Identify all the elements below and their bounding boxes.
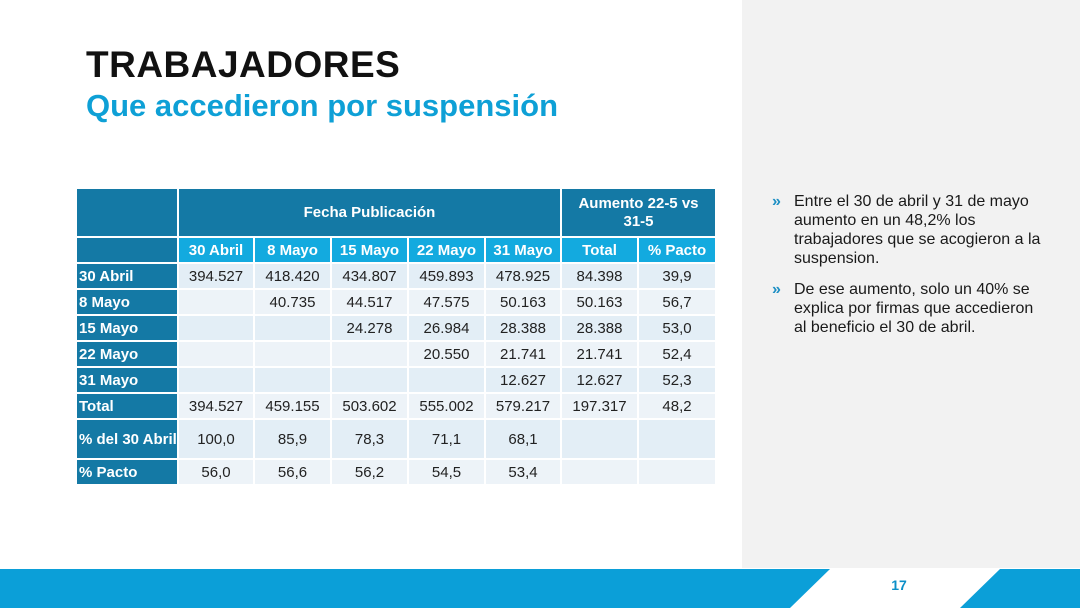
table-cell: 50.163 bbox=[562, 290, 637, 314]
column-header: 31 Mayo bbox=[486, 238, 560, 262]
table-cell: 68,1 bbox=[486, 420, 560, 458]
table-cell: 54,5 bbox=[409, 460, 484, 484]
row-label: 22 Mayo bbox=[77, 342, 177, 366]
table-cell bbox=[562, 460, 637, 484]
table-cell: 434.807 bbox=[332, 264, 407, 288]
table-cell: 44.517 bbox=[332, 290, 407, 314]
column-header: Total bbox=[562, 238, 637, 262]
right-panel bbox=[742, 0, 1080, 568]
column-header: % Pacto bbox=[639, 238, 715, 262]
group-header-fecha: Fecha Publicación bbox=[179, 189, 560, 236]
table-cell bbox=[332, 342, 407, 366]
slide-subtitle: Que accedieron por suspensión bbox=[86, 88, 559, 123]
footer-page-tab bbox=[790, 569, 1000, 608]
table-cell: 48,2 bbox=[639, 394, 715, 418]
table-cell: 85,9 bbox=[255, 420, 330, 458]
table-cell: 50.163 bbox=[486, 290, 560, 314]
table-cell bbox=[179, 316, 253, 340]
table-cell: 12.627 bbox=[562, 368, 637, 392]
bullet-text: De ese aumento, solo un 40% se explica p… bbox=[794, 281, 1034, 336]
table-cell: 20.550 bbox=[409, 342, 484, 366]
table-cell: 100,0 bbox=[179, 420, 253, 458]
table-cell: 394.527 bbox=[179, 264, 253, 288]
table-cell: 503.602 bbox=[332, 394, 407, 418]
table-cell: 24.278 bbox=[332, 316, 407, 340]
table-cell bbox=[179, 342, 253, 366]
table-cell: 12.627 bbox=[486, 368, 560, 392]
table-row: Total 394.527 459.155 503.602 555.002 57… bbox=[77, 394, 715, 418]
column-header: 30 Abril bbox=[179, 238, 253, 262]
table-cell: 394.527 bbox=[179, 394, 253, 418]
table-cell bbox=[179, 290, 253, 314]
table-cell bbox=[639, 460, 715, 484]
table-cell bbox=[332, 368, 407, 392]
chevron-right-icon: » bbox=[772, 193, 781, 210]
table-cell bbox=[255, 342, 330, 366]
row-label: % del 30 Abril bbox=[77, 420, 177, 458]
table-cell: 71,1 bbox=[409, 420, 484, 458]
table-cell: 84.398 bbox=[562, 264, 637, 288]
bullet-text: Entre el 30 de abril y 31 de mayo aument… bbox=[794, 193, 1041, 267]
table-cell: 56,7 bbox=[639, 290, 715, 314]
row-label: % Pacto bbox=[77, 460, 177, 484]
table-row: 8 Mayo 40.735 44.517 47.575 50.163 50.16… bbox=[77, 290, 715, 314]
table-cell bbox=[179, 368, 253, 392]
table-cell: 56,2 bbox=[332, 460, 407, 484]
table-cell: 52,4 bbox=[639, 342, 715, 366]
table-cell: 21.741 bbox=[486, 342, 560, 366]
chevron-right-icon: » bbox=[772, 281, 781, 298]
table-cell: 459.155 bbox=[255, 394, 330, 418]
table-cell: 78,3 bbox=[332, 420, 407, 458]
table-cell: 56,0 bbox=[179, 460, 253, 484]
table-cell: 39,9 bbox=[639, 264, 715, 288]
bullet-item: » Entre el 30 de abril y 31 de mayo aume… bbox=[772, 192, 1042, 268]
column-header: 8 Mayo bbox=[255, 238, 330, 262]
column-header: 15 Mayo bbox=[332, 238, 407, 262]
table-cell: 53,0 bbox=[639, 316, 715, 340]
table-cell: 197.317 bbox=[562, 394, 637, 418]
table-cell: 459.893 bbox=[409, 264, 484, 288]
table-cell: 21.741 bbox=[562, 342, 637, 366]
group-header-aumento: Aumento 22-5 vs 31-5 bbox=[562, 189, 715, 236]
table-cell: 26.984 bbox=[409, 316, 484, 340]
bullet-list: » Entre el 30 de abril y 31 de mayo aume… bbox=[772, 192, 1042, 349]
table-cell bbox=[639, 420, 715, 458]
page-number: 17 bbox=[891, 577, 907, 593]
table-cell: 56,6 bbox=[255, 460, 330, 484]
table-cell bbox=[409, 368, 484, 392]
table-row: 31 Mayo 12.627 12.627 52,3 bbox=[77, 368, 715, 392]
workers-table: Fecha Publicación Aumento 22-5 vs 31-5 3… bbox=[75, 187, 717, 486]
table-cell: 478.925 bbox=[486, 264, 560, 288]
table-cell: 555.002 bbox=[409, 394, 484, 418]
row-label: 31 Mayo bbox=[77, 368, 177, 392]
corner-header bbox=[77, 189, 177, 236]
table-cell: 52,3 bbox=[639, 368, 715, 392]
column-header: 22 Mayo bbox=[409, 238, 484, 262]
table-cell: 53,4 bbox=[486, 460, 560, 484]
slide-title: TRABAJADORES bbox=[86, 44, 401, 85]
table-row: 30 Abril 394.527 418.420 434.807 459.893… bbox=[77, 264, 715, 288]
table-cell bbox=[255, 368, 330, 392]
table-row: 22 Mayo 20.550 21.741 21.741 52,4 bbox=[77, 342, 715, 366]
row-label: 8 Mayo bbox=[77, 290, 177, 314]
row-label: 30 Abril bbox=[77, 264, 177, 288]
table-cell bbox=[562, 420, 637, 458]
table-row: 15 Mayo 24.278 26.984 28.388 28.388 53,0 bbox=[77, 316, 715, 340]
bullet-item: » De ese aumento, solo un 40% se explica… bbox=[772, 280, 1042, 337]
table-cell: 579.217 bbox=[486, 394, 560, 418]
row-label: Total bbox=[77, 394, 177, 418]
table-cell: 418.420 bbox=[255, 264, 330, 288]
table-cell: 28.388 bbox=[486, 316, 560, 340]
corner-subheader bbox=[77, 238, 177, 262]
table-row: % del 30 Abril 100,0 85,9 78,3 71,1 68,1 bbox=[77, 420, 715, 458]
row-label: 15 Mayo bbox=[77, 316, 177, 340]
table-row: % Pacto 56,0 56,6 56,2 54,5 53,4 bbox=[77, 460, 715, 484]
table-cell: 47.575 bbox=[409, 290, 484, 314]
table-cell: 40.735 bbox=[255, 290, 330, 314]
table-cell: 28.388 bbox=[562, 316, 637, 340]
table-cell bbox=[255, 316, 330, 340]
